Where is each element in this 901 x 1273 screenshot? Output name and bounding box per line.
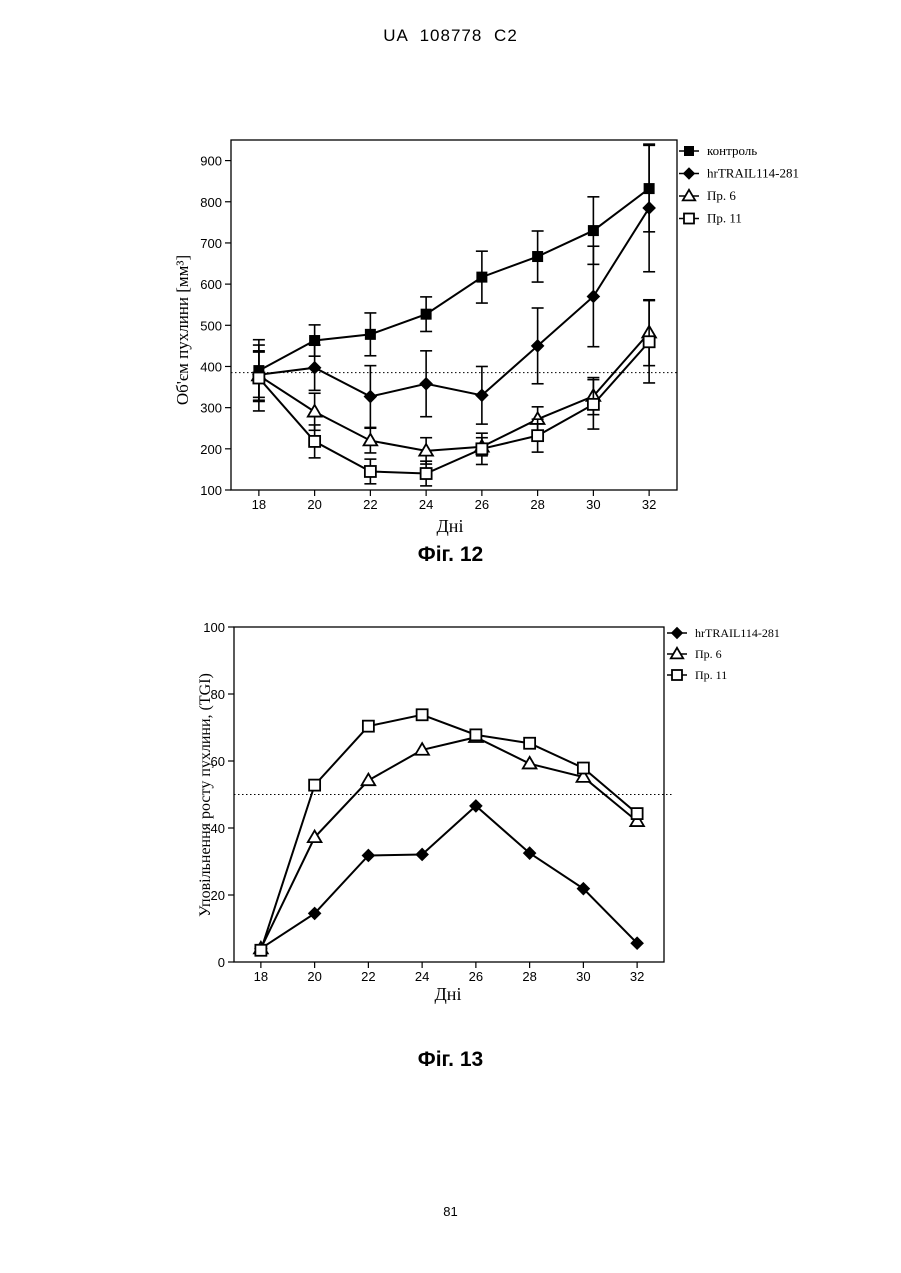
data-point bbox=[362, 774, 376, 786]
x-tick-label: 18 bbox=[254, 969, 268, 984]
tgi-chart: 0204060801001820222426283032 hrTRAIL114-… bbox=[0, 0, 901, 1020]
x-tick-label: 20 bbox=[307, 969, 321, 984]
x-tick-label: 22 bbox=[361, 969, 375, 984]
legend-marker bbox=[671, 627, 683, 639]
data-point bbox=[578, 763, 589, 774]
series-line bbox=[261, 806, 637, 949]
y-tick-label: 0 bbox=[218, 955, 225, 970]
data-point bbox=[309, 780, 320, 791]
y-tick-label: 100 bbox=[203, 620, 225, 635]
legend-label: hrTRAIL114-281 bbox=[695, 626, 780, 640]
page-number: 81 bbox=[0, 1204, 901, 1219]
legend-marker bbox=[671, 648, 683, 659]
legend-label: Пр. 6 bbox=[695, 647, 722, 661]
y-axis-label: Уповільнення росту пухлини, (TGI) bbox=[197, 673, 214, 917]
data-point bbox=[363, 721, 374, 732]
series-0 bbox=[254, 799, 644, 955]
data-point bbox=[470, 729, 481, 740]
x-tick-label: 30 bbox=[576, 969, 590, 984]
x-tick-label: 24 bbox=[415, 969, 429, 984]
data-point bbox=[632, 808, 643, 819]
legend-marker bbox=[672, 670, 682, 680]
data-point bbox=[523, 757, 537, 769]
x-axis-label: Дні bbox=[435, 984, 462, 1004]
x-tick-label: 32 bbox=[630, 969, 644, 984]
x-tick-label: 28 bbox=[522, 969, 536, 984]
data-point bbox=[524, 738, 535, 749]
x-tick-label: 26 bbox=[469, 969, 483, 984]
figure-caption: Фіг. 13 bbox=[0, 1048, 901, 1072]
data-point bbox=[417, 709, 428, 720]
legend-label: Пр. 11 bbox=[695, 668, 727, 682]
data-point bbox=[255, 945, 266, 956]
